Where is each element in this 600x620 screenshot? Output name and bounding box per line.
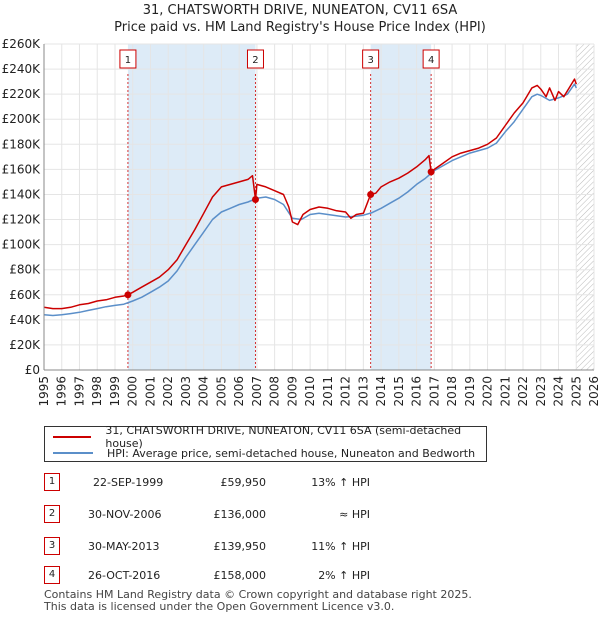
x-tick-label: 2001	[143, 376, 157, 407]
sale-badge: 3	[44, 537, 60, 555]
x-tick-label: 2017	[427, 376, 441, 407]
x-tick-label: 2015	[392, 376, 406, 407]
footer-copyright: Contains HM Land Registry data © Crown c…	[44, 588, 472, 601]
sale-hpi-relation: ≈ HPI	[339, 508, 370, 521]
x-tick-label: 2002	[161, 376, 175, 407]
sale-row: 2 30-NOV-2006 £136,000 ≈ HPI	[0, 505, 600, 525]
sale-price: £139,950	[213, 540, 267, 553]
sale-point	[124, 291, 132, 299]
x-tick-label: 2007	[250, 376, 264, 407]
y-tick-label: £260K	[2, 37, 42, 51]
y-tick-label: £60K	[9, 288, 41, 302]
x-tick-label: 2023	[534, 376, 548, 407]
sale-badge: 1	[44, 473, 60, 491]
sale-date: 30-NOV-2006	[88, 508, 162, 521]
x-tick-label: 2024	[552, 376, 566, 407]
x-tick-label: 2025	[569, 376, 583, 407]
sale-row: 4 26-OCT-2016 £158,000 2% ↑ HPI	[0, 566, 600, 586]
x-tick-label: 2019	[463, 376, 477, 407]
sale-date: 26-OCT-2016	[88, 569, 161, 582]
x-tick-label: 1999	[108, 376, 122, 407]
y-tick-label: £80K	[9, 263, 41, 277]
y-tick-label: £140K	[2, 187, 42, 201]
sale-hpi-relation: 2% ↑ HPI	[318, 569, 370, 582]
y-tick-label: £200K	[2, 112, 42, 126]
ownership-shade	[127, 44, 256, 370]
x-tick-label: 1996	[55, 376, 69, 407]
x-tick-label: 2026	[587, 376, 600, 407]
x-tick-label: 2009	[285, 376, 299, 407]
y-tick-label: £160K	[2, 162, 42, 176]
footer-licence: This data is licensed under the Open Gov…	[44, 600, 395, 613]
x-tick-label: 2016	[410, 376, 424, 407]
sale-badge: 4	[44, 566, 60, 584]
legend-swatch-hpi	[53, 452, 93, 454]
x-tick-label: 2012	[339, 376, 353, 407]
y-tick-label: £220K	[2, 87, 42, 101]
x-tick-label: 1998	[90, 376, 104, 407]
sale-row: 1 22-SEP-1999 £59,950 13% ↑ HPI	[0, 473, 600, 493]
legend-item-property: 31, CHATSWORTH DRIVE, NUNEATON, CV11 6SA…	[53, 424, 486, 450]
sale-marker-label: 2	[252, 55, 258, 66]
hpi-line	[43, 83, 577, 317]
x-tick-label: 2018	[445, 376, 459, 407]
sale-row: 3 30-MAY-2013 £139,950 11% ↑ HPI	[0, 537, 600, 557]
legend-swatch-property	[53, 436, 92, 438]
x-tick-label: 2006	[232, 376, 246, 407]
sale-badge: 2	[44, 505, 60, 523]
x-tick-label: 2021	[498, 376, 512, 407]
y-tick-label: £120K	[2, 213, 42, 227]
x-tick-label: 1995	[37, 376, 51, 407]
x-tick-label: 2010	[303, 376, 317, 407]
x-tick-label: 2022	[516, 376, 530, 407]
sale-date: 30-MAY-2013	[88, 540, 160, 553]
legend-item-hpi: HPI: Average price, semi-detached house,…	[53, 445, 475, 461]
x-tick-label: 2003	[179, 376, 193, 407]
sale-marker-box	[246, 49, 264, 69]
x-tick-label: 1997	[72, 376, 86, 407]
sale-price: £136,000	[213, 508, 267, 521]
x-tick-label: 2000	[126, 376, 140, 407]
title-line-2: Price paid vs. HM Land Registry's House …	[114, 20, 486, 35]
x-tick-label: 2013	[356, 376, 370, 407]
sale-marker-label: 4	[428, 55, 434, 66]
sale-marker-label: 1	[125, 55, 131, 66]
y-tick-label: £20K	[9, 338, 41, 352]
legend: 31, CHATSWORTH DRIVE, NUNEATON, CV11 6SA…	[44, 424, 487, 462]
sale-marker-box	[119, 49, 137, 69]
sale-point	[427, 168, 435, 176]
sale-hpi-relation: 13% ↑ HPI	[311, 476, 370, 489]
sale-hpi-relation: 11% ↑ HPI	[311, 540, 370, 553]
chart-title: 31, CHATSWORTH DRIVE, NUNEATON, CV11 6SA…	[0, 2, 600, 36]
x-tick-label: 2011	[321, 376, 335, 407]
x-tick-label: 2005	[214, 376, 228, 407]
sale-marker-box	[362, 49, 380, 69]
sale-price: £59,950	[220, 476, 267, 489]
forecast-hatch	[576, 44, 594, 370]
y-tick-label: £180K	[2, 137, 42, 151]
property-price-line	[43, 78, 578, 310]
ownership-shade	[370, 44, 432, 370]
x-tick-label: 2014	[374, 376, 388, 407]
sale-price: £158,000	[213, 569, 267, 582]
legend-label-hpi: HPI: Average price, semi-detached house,…	[107, 446, 476, 460]
sale-point	[367, 191, 375, 199]
y-tick-label: £0	[25, 363, 40, 377]
title-line-1: 31, CHATSWORTH DRIVE, NUNEATON, CV11 6SA	[142, 3, 458, 18]
x-tick-label: 2020	[481, 376, 495, 407]
y-tick-label: £100K	[2, 238, 42, 252]
x-tick-label: 2004	[197, 376, 211, 407]
y-tick-label: £240K	[2, 62, 42, 76]
price-chart: £0 £20K £40K £60K £80K £100K £120K £140K £160K £1…	[2, 37, 600, 407]
x-tick-label: 2008	[268, 376, 282, 407]
y-tick-label: £40K	[9, 313, 41, 327]
legend-label-property: 31, CHATSWORTH DRIVE, NUNEATON, CV11 6SA…	[105, 424, 462, 450]
sale-date: 22-SEP-1999	[93, 476, 164, 489]
sale-point	[251, 195, 259, 203]
sale-marker-label: 3	[367, 55, 373, 66]
sale-marker-box	[422, 49, 440, 69]
footer: Contains HM Land Registry data © Crown c…	[44, 589, 472, 613]
